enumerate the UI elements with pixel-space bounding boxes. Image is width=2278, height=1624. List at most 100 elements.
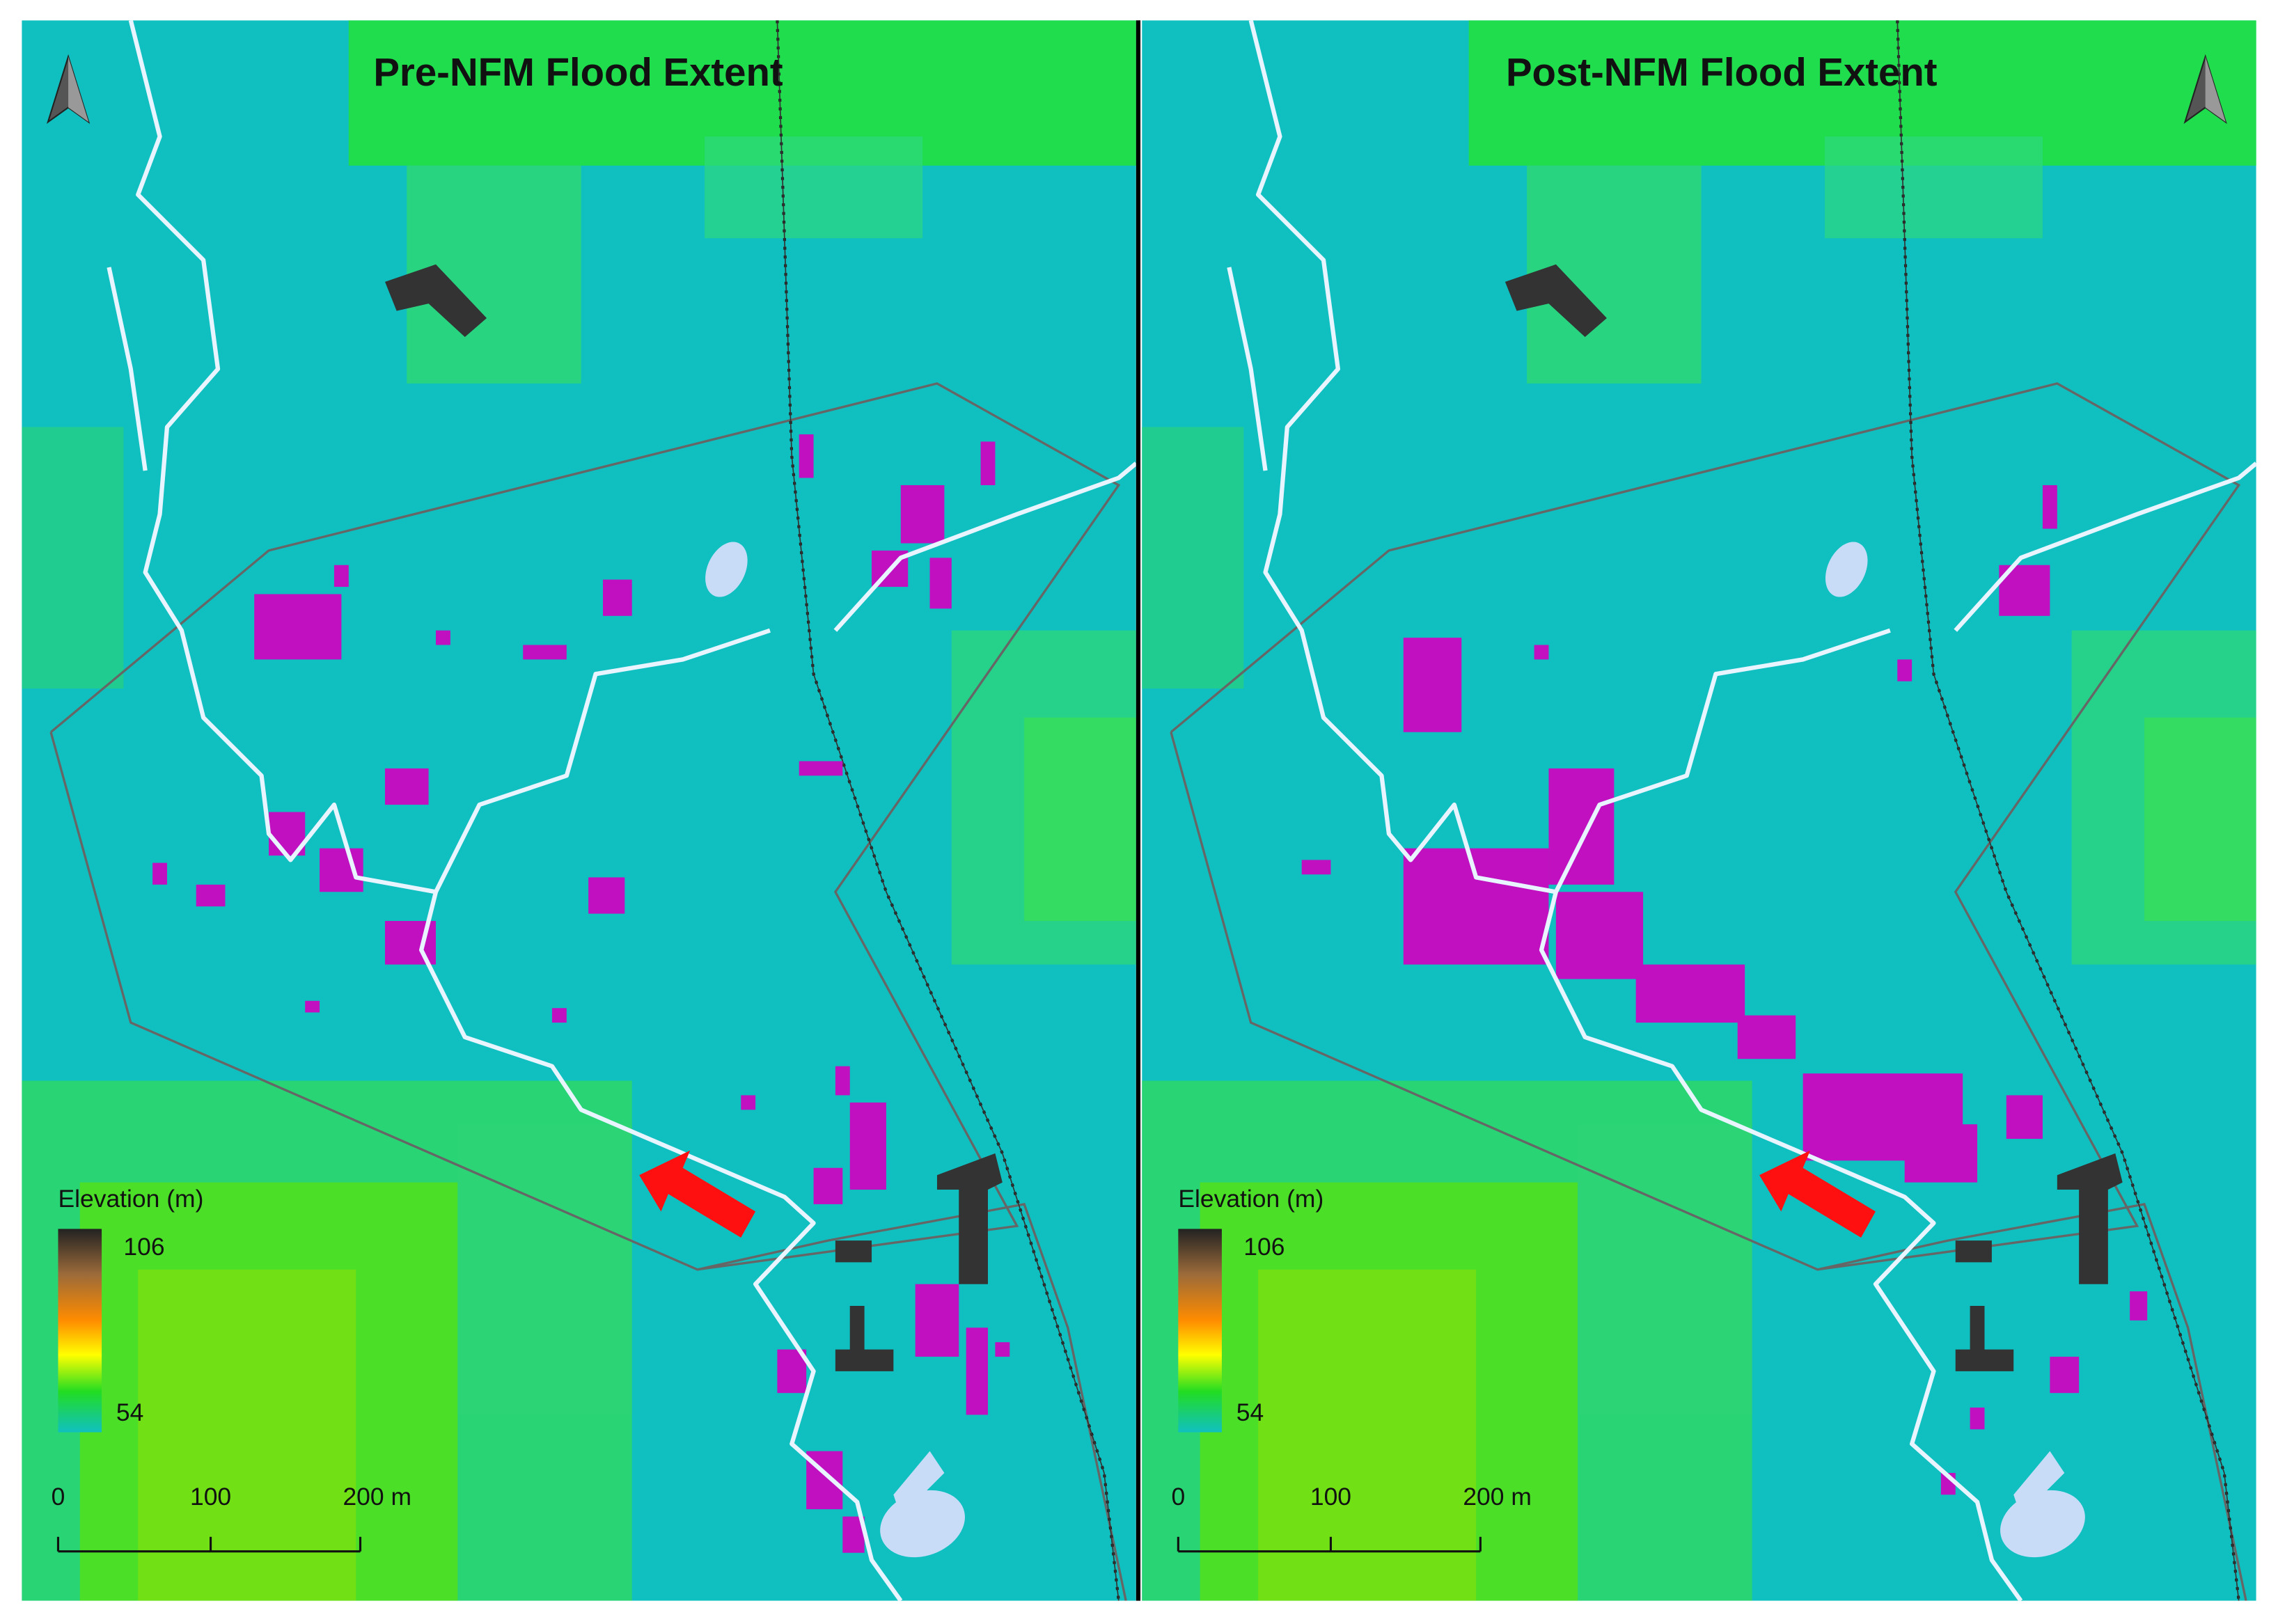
railway <box>1896 20 2240 1601</box>
railway <box>776 20 1120 1601</box>
legend-ramp <box>1178 1229 1222 1433</box>
building <box>1955 1240 1992 1263</box>
flood-cell <box>254 594 342 660</box>
flood-cell <box>588 877 625 914</box>
flood-cell <box>1970 1408 1985 1430</box>
pond <box>2000 1490 2085 1558</box>
flood-cell <box>1737 1015 1796 1059</box>
scale-label: 0 <box>1171 1483 1185 1511</box>
flood-cell <box>835 1066 850 1096</box>
building <box>1955 1305 2014 1371</box>
river <box>128 20 903 1601</box>
flood-cell <box>602 579 632 616</box>
flood-cell <box>799 761 843 776</box>
scale-label: 100 <box>1310 1483 1351 1511</box>
flood-cell <box>1904 1124 1978 1183</box>
building <box>835 1305 894 1371</box>
map-content <box>1142 20 2256 1601</box>
legend-title: Elevation (m) <box>1178 1185 1323 1213</box>
terrain-high <box>1258 1269 1477 1601</box>
red-arrow <box>639 1150 756 1238</box>
flood-cell <box>741 1095 756 1110</box>
flood-cell <box>900 484 945 544</box>
river <box>434 628 771 893</box>
building <box>2057 1153 2123 1284</box>
scale-label: 200 m <box>1463 1483 1532 1511</box>
map-content <box>22 20 1136 1601</box>
terrain-high <box>22 427 124 689</box>
flood-cell <box>551 1008 567 1023</box>
catchment-boundary <box>1170 382 2241 1271</box>
flood-cell <box>384 768 429 805</box>
terrain-high <box>1142 427 1244 689</box>
pond <box>1825 542 1868 597</box>
pond <box>705 542 748 597</box>
flood-cell <box>799 434 814 478</box>
flood-cell <box>320 848 363 892</box>
flood-cell <box>196 884 226 907</box>
river <box>1227 267 1268 471</box>
flood-cell <box>2130 1291 2148 1321</box>
building <box>936 1153 1003 1284</box>
flood-cell <box>915 1284 959 1357</box>
panel-title: Pre-NFM Flood Extent <box>373 50 783 94</box>
flood-cell <box>1403 848 1549 965</box>
scale-label: 0 <box>52 1483 65 1511</box>
flood-cell <box>995 1342 1010 1357</box>
river <box>1248 20 2023 1601</box>
flood-cell <box>333 565 349 588</box>
scale-label: 200 m <box>343 1483 411 1511</box>
flood-cell <box>1534 645 1549 660</box>
map-panel: Pre-NFM Flood Extent Elevation (m) 106 54 0 1… <box>22 20 1136 1601</box>
legend-max: 106 <box>1243 1233 1285 1261</box>
flood-cell <box>813 1167 843 1204</box>
flood-cell <box>966 1327 988 1415</box>
north-arrow <box>68 56 89 123</box>
terrain-high <box>1824 136 2043 239</box>
terrain-high <box>138 1269 356 1601</box>
river <box>107 267 148 471</box>
river <box>1954 462 2256 632</box>
terrain-high <box>457 1124 632 1415</box>
flood-cell <box>849 1102 886 1190</box>
map-panel: Post-NFM Flood Extent Elevation (m) 106 54 0… <box>1142 20 2256 1601</box>
legend-ramp <box>58 1229 102 1433</box>
legend-min: 54 <box>1236 1398 1264 1426</box>
flood-cell <box>2006 1095 2043 1140</box>
flood-cell <box>1897 659 1912 681</box>
building <box>384 264 487 338</box>
flood-cell <box>1301 860 1331 875</box>
building <box>1505 264 1607 338</box>
flood-cell <box>1635 964 1745 1023</box>
flood-cell <box>2050 1357 2080 1394</box>
flood-cell <box>1555 892 1644 979</box>
river <box>833 462 1136 632</box>
building <box>835 1240 872 1263</box>
red-arrow <box>1759 1150 1876 1238</box>
panel-divider <box>1136 20 1141 1601</box>
flood-cell <box>929 558 952 609</box>
flood-cell <box>1403 638 1462 732</box>
flood-cell <box>436 630 450 645</box>
scale-label: 100 <box>190 1483 231 1511</box>
legend-title: Elevation (m) <box>58 1185 203 1213</box>
terrain-high <box>1024 717 1136 922</box>
legend-max: 106 <box>123 1233 164 1261</box>
flood-cell <box>305 1000 320 1013</box>
flood-cell <box>523 645 567 660</box>
terrain-high <box>705 136 923 239</box>
terrain-high <box>1578 1124 1752 1415</box>
river <box>1554 628 1891 893</box>
legend-min: 54 <box>116 1398 143 1426</box>
terrain-high <box>2144 717 2256 922</box>
flood-cell <box>980 441 996 485</box>
flood-cell <box>1548 768 1615 885</box>
flood-cell <box>152 862 167 885</box>
pond <box>880 1490 965 1558</box>
catchment-boundary <box>49 382 1121 1271</box>
north-arrow <box>2205 56 2226 123</box>
panel-title: Post-NFM Flood Extent <box>1506 50 1938 94</box>
flood-cell <box>2042 484 2057 529</box>
